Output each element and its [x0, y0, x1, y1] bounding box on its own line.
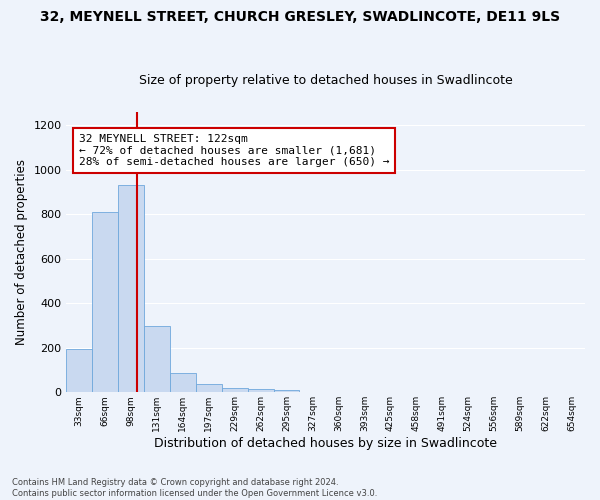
Text: 32, MEYNELL STREET, CHURCH GRESLEY, SWADLINCOTE, DE11 9LS: 32, MEYNELL STREET, CHURCH GRESLEY, SWAD…: [40, 10, 560, 24]
Text: 32 MEYNELL STREET: 122sqm
← 72% of detached houses are smaller (1,681)
28% of se: 32 MEYNELL STREET: 122sqm ← 72% of detac…: [79, 134, 389, 167]
Text: Contains HM Land Registry data © Crown copyright and database right 2024.
Contai: Contains HM Land Registry data © Crown c…: [12, 478, 377, 498]
Bar: [221, 388, 248, 392]
Bar: [196, 384, 221, 392]
Bar: [144, 326, 170, 392]
Bar: [92, 212, 118, 392]
Bar: [170, 374, 196, 392]
Bar: [274, 390, 299, 392]
Bar: [248, 389, 274, 392]
Bar: [66, 349, 92, 393]
Y-axis label: Number of detached properties: Number of detached properties: [15, 159, 28, 345]
Title: Size of property relative to detached houses in Swadlincote: Size of property relative to detached ho…: [139, 74, 512, 87]
Bar: [118, 185, 144, 392]
X-axis label: Distribution of detached houses by size in Swadlincote: Distribution of detached houses by size …: [154, 437, 497, 450]
